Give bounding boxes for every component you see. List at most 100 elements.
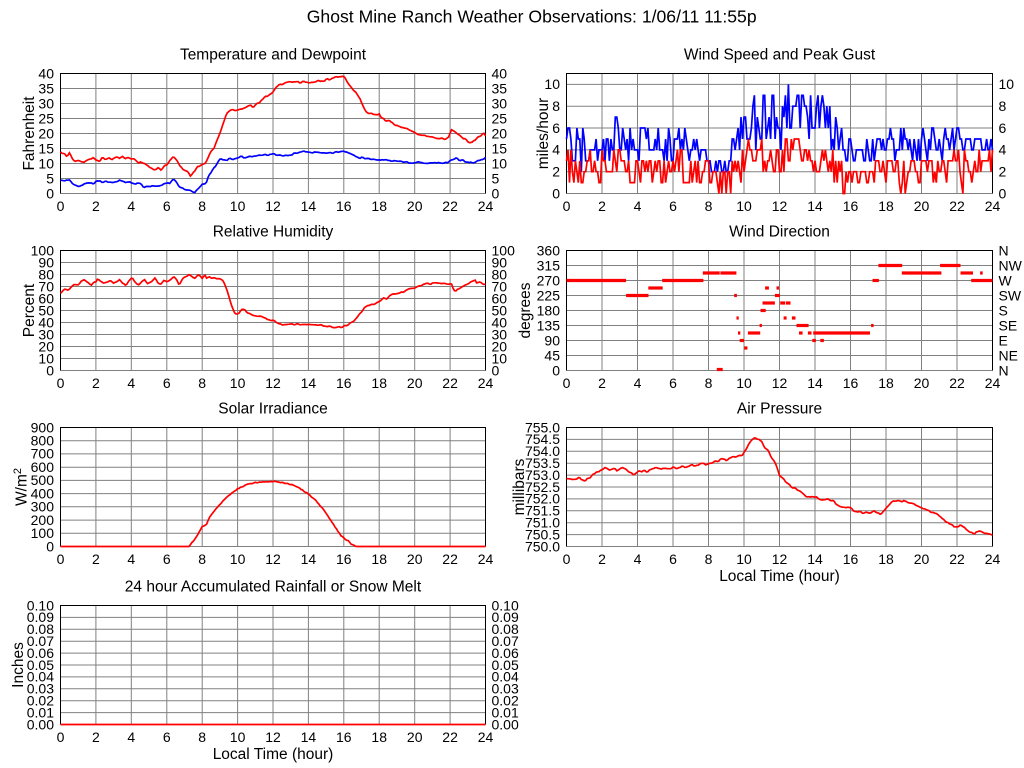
svg-text:2: 2	[552, 164, 560, 180]
svg-text:60: 60	[492, 290, 508, 306]
svg-text:12: 12	[772, 375, 788, 391]
svg-text:0.03: 0.03	[27, 681, 54, 697]
svg-text:Air Pressure: Air Pressure	[737, 400, 822, 417]
svg-text:4: 4	[634, 198, 642, 214]
svg-text:0.04: 0.04	[492, 669, 519, 685]
svg-text:20: 20	[492, 125, 508, 141]
svg-text:60: 60	[38, 290, 54, 306]
svg-text:0.06: 0.06	[27, 645, 54, 661]
svg-text:753.5: 753.5	[525, 455, 560, 471]
svg-text:16: 16	[843, 551, 859, 567]
svg-text:20: 20	[914, 551, 930, 567]
svg-text:14: 14	[807, 375, 823, 391]
svg-text:22: 22	[442, 729, 458, 745]
svg-text:millibars: millibars	[511, 458, 528, 515]
svg-text:18: 18	[371, 198, 387, 214]
svg-text:24: 24	[478, 729, 494, 745]
svg-text:18: 18	[878, 551, 894, 567]
svg-text:4: 4	[552, 142, 560, 158]
svg-text:20: 20	[914, 198, 930, 214]
svg-text:22: 22	[442, 198, 458, 214]
svg-text:30: 30	[492, 326, 508, 342]
svg-text:20: 20	[407, 375, 423, 391]
svg-text:16: 16	[336, 551, 352, 567]
svg-text:6: 6	[163, 198, 171, 214]
svg-text:14: 14	[301, 198, 317, 214]
svg-text:6: 6	[669, 375, 677, 391]
svg-text:10: 10	[38, 350, 54, 366]
svg-text:35: 35	[38, 80, 54, 96]
svg-text:10: 10	[230, 729, 246, 745]
svg-text:8: 8	[198, 375, 206, 391]
svg-text:40: 40	[38, 65, 54, 81]
svg-text:40: 40	[492, 65, 508, 81]
svg-text:22: 22	[949, 375, 965, 391]
svg-text:0.08: 0.08	[27, 621, 54, 637]
svg-text:6: 6	[669, 551, 677, 567]
svg-text:20: 20	[38, 338, 54, 354]
svg-text:90: 90	[38, 254, 54, 270]
svg-text:0.02: 0.02	[27, 693, 54, 709]
svg-text:4: 4	[999, 142, 1007, 158]
svg-text:Local Time (hour): Local Time (hour)	[719, 568, 840, 585]
svg-text:20: 20	[492, 338, 508, 354]
svg-text:25: 25	[492, 110, 508, 126]
svg-text:12: 12	[265, 198, 281, 214]
svg-text:35: 35	[492, 80, 508, 96]
svg-text:10: 10	[736, 551, 752, 567]
svg-text:800: 800	[31, 433, 55, 449]
svg-text:300: 300	[31, 499, 55, 515]
svg-text:270: 270	[537, 272, 561, 288]
svg-text:0.08: 0.08	[492, 621, 519, 637]
svg-text:2: 2	[92, 375, 100, 391]
svg-text:22: 22	[949, 198, 965, 214]
svg-text:Relative Humidity: Relative Humidity	[213, 223, 334, 240]
svg-text:Solar Irradiance: Solar Irradiance	[218, 400, 327, 417]
svg-text:Ghost Mine Ranch Weather Obser: Ghost Mine Ranch Weather Observations: 1…	[307, 7, 757, 27]
svg-text:18: 18	[371, 551, 387, 567]
svg-text:0.01: 0.01	[27, 704, 54, 720]
svg-text:100: 100	[31, 525, 55, 541]
svg-text:8: 8	[198, 551, 206, 567]
svg-text:0.00: 0.00	[27, 716, 54, 732]
svg-text:Fahrenheit: Fahrenheit	[21, 96, 38, 171]
svg-text:12: 12	[772, 551, 788, 567]
svg-text:6: 6	[163, 551, 171, 567]
svg-text:45: 45	[544, 347, 560, 363]
svg-text:10: 10	[999, 76, 1015, 92]
svg-text:70: 70	[38, 278, 54, 294]
svg-text:16: 16	[336, 375, 352, 391]
svg-text:0.00: 0.00	[492, 716, 519, 732]
svg-text:24: 24	[985, 198, 1001, 214]
svg-text:200: 200	[31, 512, 55, 528]
svg-text:400: 400	[31, 485, 55, 501]
svg-text:30: 30	[492, 95, 508, 111]
svg-text:100: 100	[31, 242, 55, 258]
svg-text:2: 2	[92, 551, 100, 567]
svg-text:753.0: 753.0	[525, 467, 560, 483]
svg-text:12: 12	[265, 729, 281, 745]
svg-text:25: 25	[38, 110, 54, 126]
svg-text:W/m2: W/m2	[12, 468, 31, 506]
svg-text:40: 40	[492, 314, 508, 330]
svg-text:24: 24	[478, 375, 494, 391]
svg-text:14: 14	[301, 551, 317, 567]
svg-text:12: 12	[265, 375, 281, 391]
svg-text:0: 0	[492, 362, 500, 378]
svg-text:degrees: degrees	[517, 282, 534, 338]
svg-text:2: 2	[92, 729, 100, 745]
svg-text:752.0: 752.0	[525, 491, 560, 507]
svg-text:90: 90	[544, 332, 560, 348]
svg-text:Temperature and Dewpoint: Temperature and Dewpoint	[180, 46, 367, 63]
svg-text:5: 5	[492, 170, 500, 186]
svg-text:24: 24	[478, 551, 494, 567]
svg-text:752.5: 752.5	[525, 479, 560, 495]
svg-text:30: 30	[38, 326, 54, 342]
svg-text:0: 0	[57, 729, 65, 745]
svg-text:20: 20	[38, 125, 54, 141]
svg-text:8: 8	[705, 551, 713, 567]
svg-text:12: 12	[772, 198, 788, 214]
svg-text:10: 10	[736, 375, 752, 391]
svg-text:50: 50	[38, 302, 54, 318]
svg-text:12: 12	[265, 551, 281, 567]
